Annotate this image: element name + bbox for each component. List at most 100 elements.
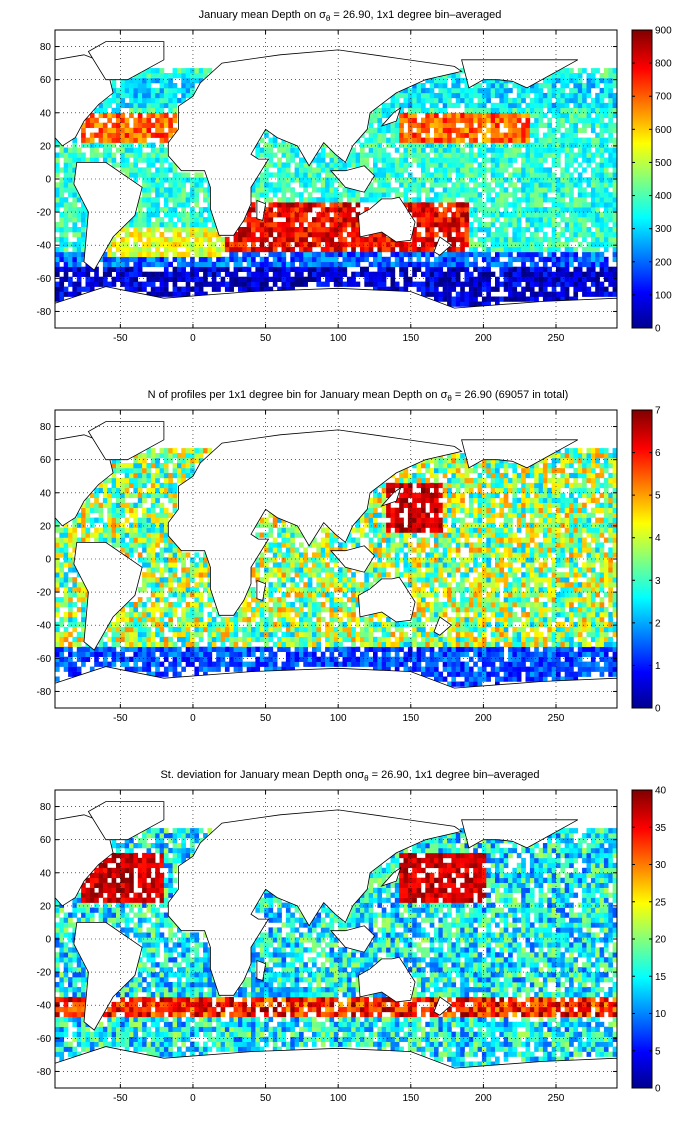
data-cell bbox=[173, 282, 178, 287]
data-cell bbox=[382, 192, 387, 197]
data-cell bbox=[282, 257, 287, 262]
data-cell bbox=[321, 247, 326, 252]
data-cell bbox=[377, 148, 382, 153]
x-tick-label: 100 bbox=[330, 333, 347, 344]
data-cell bbox=[421, 167, 426, 172]
data-cell bbox=[469, 647, 474, 652]
data-cell bbox=[421, 262, 426, 267]
data-cell bbox=[521, 257, 526, 262]
data-cell bbox=[181, 237, 186, 242]
data-cell bbox=[312, 182, 317, 187]
data-cell bbox=[260, 187, 265, 192]
data-cell bbox=[356, 158, 361, 163]
data-cell bbox=[530, 232, 535, 237]
data-cell bbox=[181, 187, 186, 192]
data-cell bbox=[447, 187, 452, 192]
data-cell bbox=[608, 627, 613, 632]
data-cell bbox=[312, 262, 317, 267]
data-cell bbox=[578, 262, 583, 267]
data-cell bbox=[229, 662, 234, 667]
data-cell bbox=[543, 177, 548, 182]
data-cell bbox=[303, 227, 308, 232]
data-cell bbox=[521, 172, 526, 177]
data-cell bbox=[565, 667, 570, 672]
data-cell bbox=[168, 83, 173, 88]
data-cell bbox=[556, 277, 561, 282]
data-cell bbox=[142, 167, 147, 172]
data-cell bbox=[181, 93, 186, 98]
data-cell bbox=[469, 148, 474, 153]
data-cell bbox=[556, 267, 561, 272]
data-cell bbox=[517, 113, 522, 118]
data-cell bbox=[495, 88, 500, 93]
data-cell bbox=[277, 627, 282, 632]
data-cell bbox=[221, 237, 226, 242]
data-cell bbox=[129, 637, 134, 642]
data-cell bbox=[556, 78, 561, 83]
data-cell bbox=[55, 222, 60, 227]
data-cell bbox=[155, 73, 160, 78]
data-cell bbox=[273, 257, 278, 262]
data-cell bbox=[251, 247, 256, 252]
data-cell bbox=[190, 637, 195, 642]
data-cell bbox=[447, 217, 452, 222]
data-cell bbox=[499, 133, 504, 138]
data-cell bbox=[133, 128, 138, 133]
data-cell bbox=[591, 212, 596, 217]
data-cell bbox=[508, 212, 513, 217]
data-cell bbox=[116, 118, 121, 123]
data-cell bbox=[260, 622, 265, 627]
data-cell bbox=[225, 627, 230, 632]
data-cell bbox=[469, 207, 474, 212]
data-cell bbox=[107, 647, 112, 652]
data-cell bbox=[447, 297, 452, 302]
data-cell bbox=[447, 287, 452, 292]
data-cell bbox=[608, 642, 613, 647]
data-cell bbox=[199, 662, 204, 667]
data-cell bbox=[299, 207, 304, 212]
data-cell bbox=[308, 257, 313, 262]
data-cell bbox=[186, 262, 191, 267]
data-cell bbox=[260, 232, 265, 237]
data-cell bbox=[587, 652, 592, 657]
data-cell bbox=[125, 242, 130, 247]
data-cell bbox=[203, 277, 208, 282]
data-cell bbox=[573, 202, 578, 207]
data-cell bbox=[168, 247, 173, 252]
data-cell bbox=[94, 143, 99, 148]
data-cell bbox=[600, 73, 605, 78]
data-cell bbox=[147, 177, 152, 182]
data-cell bbox=[404, 133, 409, 138]
data-cell bbox=[552, 83, 557, 88]
data-cell bbox=[86, 277, 91, 282]
data-cell bbox=[517, 242, 522, 247]
data-cell bbox=[295, 207, 300, 212]
data-cell bbox=[264, 133, 269, 138]
data-cell bbox=[325, 282, 330, 287]
data-cell bbox=[600, 128, 605, 133]
data-cell bbox=[107, 153, 112, 158]
data-cell bbox=[451, 642, 456, 647]
data-cell bbox=[595, 113, 600, 118]
data-cell bbox=[382, 272, 387, 277]
data-cell bbox=[539, 177, 544, 182]
data-cell bbox=[343, 242, 348, 247]
data-cell bbox=[133, 627, 138, 632]
data-cell bbox=[573, 138, 578, 143]
data-cell bbox=[212, 277, 217, 282]
data-cell bbox=[116, 93, 121, 98]
data-cell bbox=[299, 257, 304, 262]
data-cell bbox=[282, 282, 287, 287]
data-cell bbox=[434, 637, 439, 642]
data-cell bbox=[120, 118, 125, 123]
data-cell bbox=[238, 627, 243, 632]
data-cell bbox=[438, 677, 443, 682]
data-cell bbox=[77, 247, 82, 252]
data-cell bbox=[282, 647, 287, 652]
data-cell bbox=[386, 622, 391, 627]
data-cell bbox=[460, 93, 465, 98]
data-cell bbox=[521, 262, 526, 267]
data-cell bbox=[247, 667, 252, 672]
data-cell bbox=[595, 123, 600, 128]
data-cell bbox=[565, 128, 570, 133]
